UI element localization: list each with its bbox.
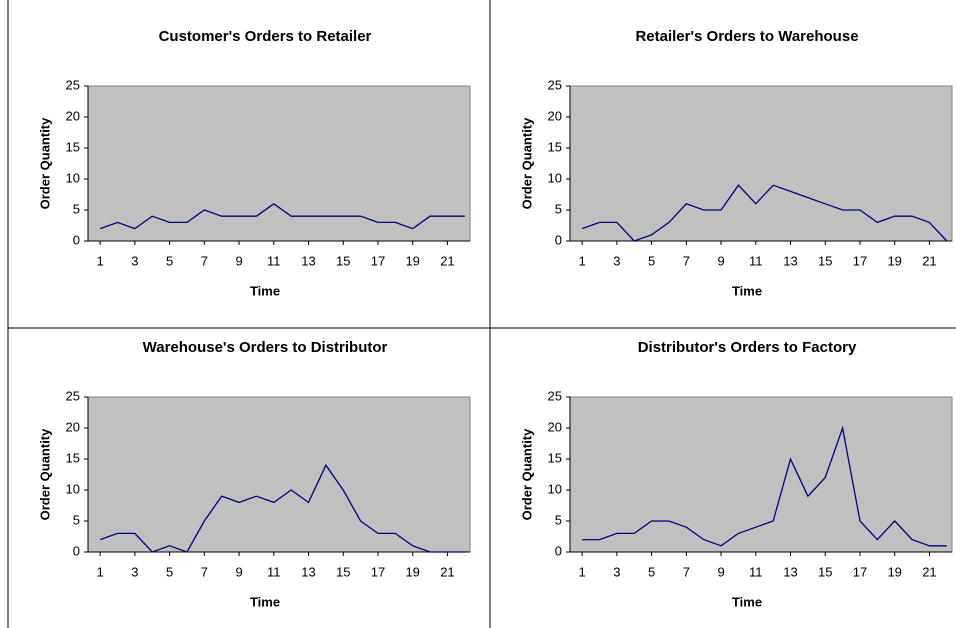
y-tick-label: 15 xyxy=(66,450,80,465)
x-tick-label: 11 xyxy=(267,253,281,268)
y-tick-label: 5 xyxy=(555,201,562,216)
y-tick-label: 0 xyxy=(73,543,80,558)
y-tick-label: 0 xyxy=(555,543,562,558)
y-axis-label: Order Quantity xyxy=(37,117,52,210)
x-tick-label: 19 xyxy=(887,253,901,268)
x-tick-label: 15 xyxy=(818,564,832,579)
x-tick-label: 7 xyxy=(683,564,690,579)
y-tick-label: 20 xyxy=(548,108,562,123)
y-tick-label: 25 xyxy=(66,388,80,403)
y-axis-label: Order Quantity xyxy=(37,428,52,521)
data-line xyxy=(99,463,465,553)
x-tick-label: 15 xyxy=(336,564,350,579)
plot-area xyxy=(87,396,471,553)
x-tick-label: 7 xyxy=(683,253,690,268)
x-tick-label: 3 xyxy=(131,564,138,579)
y-tick-label: 15 xyxy=(548,139,562,154)
y-tick-label: 5 xyxy=(73,512,80,527)
x-tick-label: 17 xyxy=(853,253,867,268)
x-tick-label: 1 xyxy=(97,253,104,268)
y-tick-label: 25 xyxy=(66,77,80,92)
data-line xyxy=(99,203,465,230)
y-tick-label: 10 xyxy=(66,170,80,185)
plot-area xyxy=(569,396,953,553)
x-tick-label: 21 xyxy=(440,564,454,579)
data-line xyxy=(582,425,947,547)
x-tick-label: 9 xyxy=(717,253,724,268)
x-tick-label: 1 xyxy=(579,253,586,268)
plot-area xyxy=(569,85,953,242)
x-tick-label: 1 xyxy=(579,564,586,579)
x-axis-label: Time xyxy=(250,283,280,298)
y-tick-label: 15 xyxy=(66,139,80,154)
x-tick-label: 17 xyxy=(853,564,867,579)
x-tick-label: 3 xyxy=(131,253,138,268)
chart-title: Customer's Orders to Retailer xyxy=(159,28,372,45)
x-axis-label: Time xyxy=(732,594,762,609)
chart-title: Warehouse's Orders to Distributor xyxy=(143,339,388,356)
y-tick-label: 25 xyxy=(548,388,562,403)
x-tick-label: 7 xyxy=(201,253,208,268)
x-tick-label: 3 xyxy=(613,253,620,268)
chart-title: Retailer's Orders to Warehouse xyxy=(635,28,858,45)
x-tick-label: 17 xyxy=(371,564,385,579)
y-tick-label: 5 xyxy=(555,512,562,527)
y-tick-label: 5 xyxy=(73,201,80,216)
y-tick-label: 20 xyxy=(66,419,80,434)
x-tick-label: 11 xyxy=(749,253,763,268)
x-tick-label: 11 xyxy=(267,564,281,579)
x-tick-label: 13 xyxy=(301,564,315,579)
y-axis-label: Order Quantity xyxy=(519,428,534,521)
x-tick-label: 21 xyxy=(440,253,454,268)
x-tick-label: 11 xyxy=(749,564,763,579)
x-tick-label: 3 xyxy=(613,564,620,579)
x-tick-label: 1 xyxy=(97,564,104,579)
x-tick-label: 5 xyxy=(166,564,173,579)
x-tick-label: 19 xyxy=(405,253,419,268)
y-tick-label: 15 xyxy=(548,450,562,465)
y-tick-label: 0 xyxy=(555,232,562,247)
x-tick-label: 13 xyxy=(783,564,797,579)
x-tick-label: 7 xyxy=(201,564,208,579)
x-tick-label: 17 xyxy=(371,253,385,268)
x-tick-label: 19 xyxy=(887,564,901,579)
x-tick-label: 15 xyxy=(336,253,350,268)
x-tick-label: 5 xyxy=(166,253,173,268)
data-line xyxy=(581,184,948,242)
x-tick-label: 9 xyxy=(235,253,242,268)
x-tick-label: 21 xyxy=(922,253,936,268)
x-tick-label: 21 xyxy=(922,564,936,579)
y-tick-label: 10 xyxy=(548,481,562,496)
plot-area xyxy=(87,85,471,242)
y-tick-label: 10 xyxy=(66,481,80,496)
y-tick-label: 20 xyxy=(66,108,80,123)
x-axis-label: Time xyxy=(732,283,762,298)
y-tick-label: 10 xyxy=(548,170,562,185)
x-tick-label: 13 xyxy=(301,253,315,268)
x-tick-label: 13 xyxy=(783,253,797,268)
x-tick-label: 9 xyxy=(717,564,724,579)
chart-title: Distributor's Orders to Factory xyxy=(638,339,857,356)
x-tick-label: 19 xyxy=(405,564,419,579)
x-tick-label: 5 xyxy=(648,253,655,268)
x-axis-label: Time xyxy=(250,594,280,609)
y-tick-label: 25 xyxy=(548,77,562,92)
x-tick-label: 9 xyxy=(235,564,242,579)
y-tick-label: 20 xyxy=(548,419,562,434)
x-tick-label: 5 xyxy=(648,564,655,579)
x-tick-label: 15 xyxy=(818,253,832,268)
y-tick-label: 0 xyxy=(73,232,80,247)
y-axis-label: Order Quantity xyxy=(519,117,534,210)
